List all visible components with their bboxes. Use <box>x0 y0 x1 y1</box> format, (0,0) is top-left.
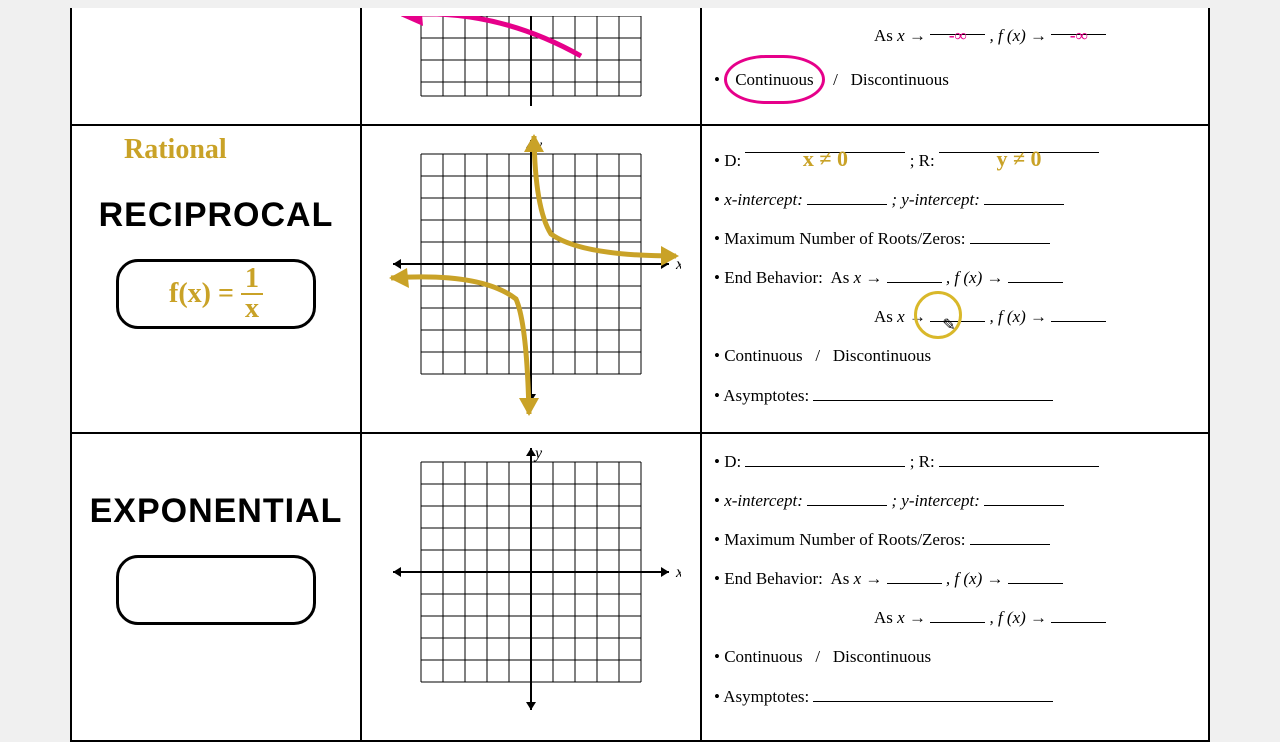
cell-name-exponential: EXPONENTIAL <box>71 433 361 741</box>
domain-range-line-exp: • D: ; R: <box>714 442 1196 481</box>
svg-text:x: x <box>675 564 681 581</box>
cell-props-reciprocal: • D: x ≠ 0 ; R: y ≠ 0 • x-intercept: ; y… <box>701 125 1209 433</box>
circled-continuous: Continuous <box>724 55 824 104</box>
continuity-line-partial: • Continuous / Discontinuous <box>714 55 1196 104</box>
formula-box-exponential <box>116 555 316 625</box>
endbehavior-line2-exp: As x → , f (x) → <box>714 598 1196 637</box>
maxroots-line: • Maximum Number of Roots/Zeros: <box>714 219 1196 258</box>
hand-label-rational: Rational <box>84 134 348 166</box>
svg-text:y: y <box>533 445 543 462</box>
continuity-line-exp: • Continuous / Discontinuous <box>714 637 1196 676</box>
grid-partial <box>401 16 661 116</box>
svg-text:x: x <box>675 256 681 273</box>
intercepts-line-exp: • x-intercept: ; y-intercept: <box>714 481 1196 520</box>
cell-graph-partial <box>361 8 701 125</box>
intercepts-line: • x-intercept: ; y-intercept: <box>714 180 1196 219</box>
endbehavior-line2: As x → ✎ , f (x) → <box>714 297 1196 336</box>
cell-name-reciprocal: Rational RECIPROCAL f(x) = 1 x <box>71 125 361 433</box>
cell-props-exponential: • D: ; R: • x-intercept: ; y-intercept: … <box>701 433 1209 741</box>
maxroots-line-exp: • Maximum Number of Roots/Zeros: <box>714 520 1196 559</box>
domain-range-line: • D: x ≠ 0 ; R: y ≠ 0 <box>714 134 1196 180</box>
cell-name-partial <box>71 8 361 125</box>
asymptotes-line-exp: • Asymptotes: <box>714 677 1196 716</box>
end-behavior-line2: As x → -∞ , f (x) → -∞ <box>714 16 1196 55</box>
title-reciprocal: RECIPROCAL <box>84 196 348 235</box>
grid-exponential: x y <box>381 442 681 732</box>
formula-box-reciprocal: f(x) = 1 x <box>116 259 316 329</box>
title-exponential: EXPONENTIAL <box>84 492 348 531</box>
cell-graph-reciprocal: x y <box>361 125 701 433</box>
worksheet-table: As x → -∞ , f (x) → -∞ • Continuous / Di… <box>70 8 1210 742</box>
endbehavior-line-exp: • End Behavior: As x → , f (x) → <box>714 559 1196 598</box>
cell-graph-exponential: x y <box>361 433 701 741</box>
endbehavior-line: • End Behavior: As x → , f (x) → <box>714 258 1196 297</box>
grid-reciprocal: x y <box>381 134 681 424</box>
asymptotes-line: • Asymptotes: <box>714 376 1196 415</box>
cell-props-partial: As x → -∞ , f (x) → -∞ • Continuous / Di… <box>701 8 1209 125</box>
